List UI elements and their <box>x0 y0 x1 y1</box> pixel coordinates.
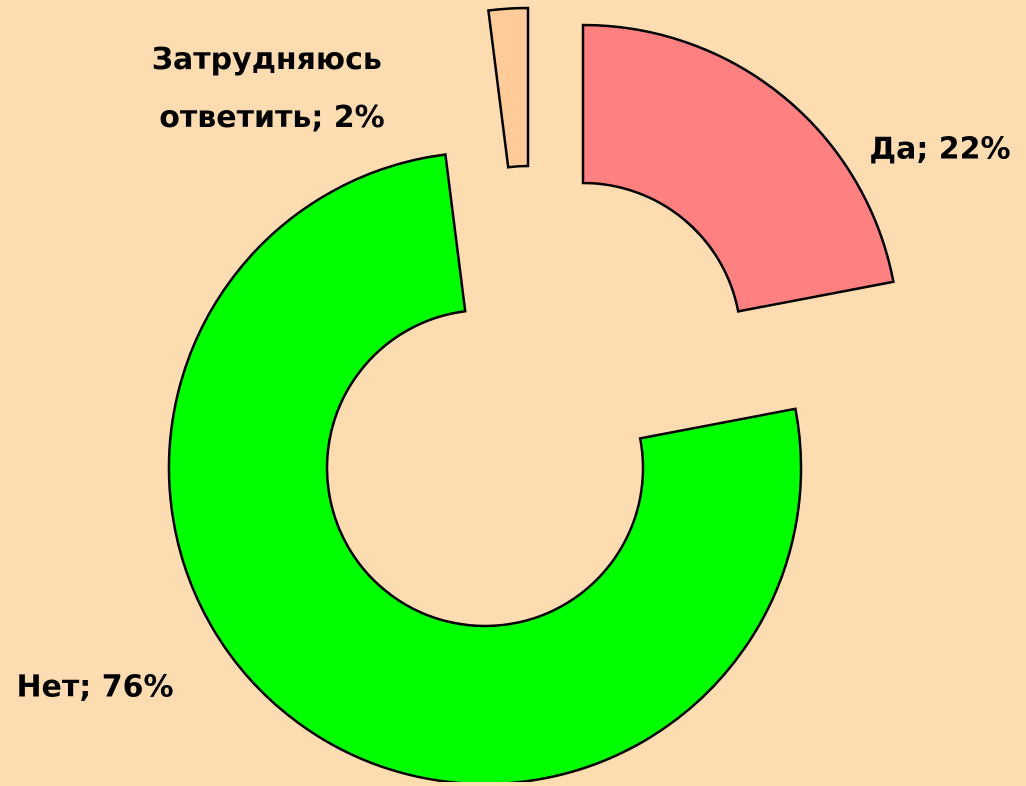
data-label: Да; 22% <box>869 132 1010 167</box>
donut-segment <box>486 6 530 169</box>
data-label: Затрудняюсь ответить; 2% <box>152 42 393 135</box>
donut-segment <box>581 23 895 313</box>
data-label: Нет; 76% <box>16 670 173 705</box>
label-line: Затрудняюсь <box>152 42 393 77</box>
donut-segment <box>167 153 803 786</box>
label-line: ответить; 2% <box>159 100 384 135</box>
